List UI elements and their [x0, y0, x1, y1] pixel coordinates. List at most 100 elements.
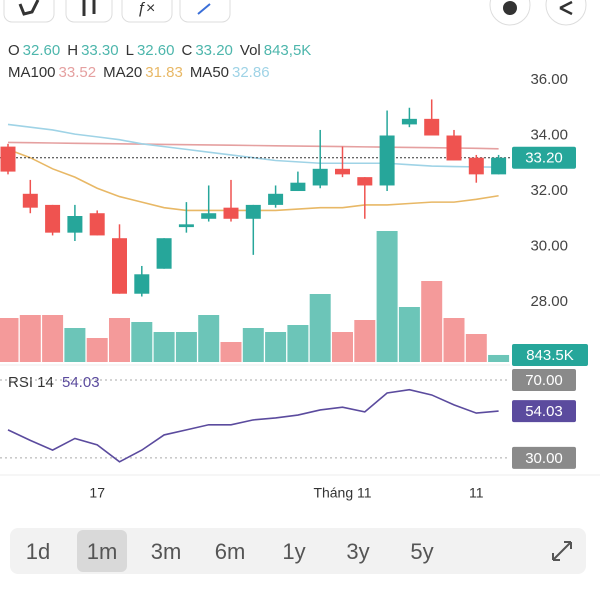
- volume-bar: [421, 281, 443, 362]
- ma-legend-name: MA50: [190, 64, 229, 81]
- candle-body: [67, 216, 83, 233]
- candle-body: [401, 118, 417, 125]
- rsi-tick-label-box: [512, 446, 576, 469]
- timeframe-bar: [10, 528, 586, 574]
- ma-legend-name: MA20: [103, 64, 142, 81]
- volume-bar: [309, 294, 331, 362]
- volume-bar: [86, 338, 108, 362]
- timeframe-selected: [77, 530, 127, 572]
- y-tick-label: 28.00: [530, 293, 568, 310]
- candle-body: [223, 207, 239, 219]
- volume-bar: [287, 325, 309, 362]
- ohlc-text: L: [126, 42, 134, 59]
- volume-bar: [153, 332, 175, 362]
- ohlc-text: 33.20: [195, 42, 233, 59]
- candle-body: [424, 118, 440, 136]
- candle-body: [112, 238, 127, 294]
- expand-icon[interactable]: [552, 541, 572, 561]
- ohlc-text: O: [8, 42, 20, 59]
- y-tick-label: 30.00: [530, 238, 568, 255]
- x-tick-label: 11: [469, 485, 484, 501]
- share-button[interactable]: [545, 0, 587, 26]
- ohlc-text: 843,5K: [264, 42, 312, 59]
- volume-bar: [332, 332, 353, 362]
- tool-indicator[interactable]: [121, 0, 173, 23]
- hand-icon: [18, 0, 40, 16]
- ma-legend-name: MA100: [8, 64, 56, 81]
- rsi-last-label: 54.03: [525, 403, 563, 420]
- volume-bar: [109, 318, 130, 362]
- candle-body: [0, 146, 16, 172]
- rsi-last-label-box: [512, 400, 576, 423]
- timeframe-button[interactable]: 6m: [215, 539, 246, 564]
- ma-legend-value: 33.52: [59, 64, 97, 81]
- volume-bar: [0, 318, 19, 362]
- volume-label: 843.5K: [526, 347, 574, 364]
- candle-body: [22, 193, 38, 208]
- volume-bar: [19, 315, 41, 362]
- draw-icon: [197, 3, 211, 15]
- share-icon: [559, 0, 573, 16]
- timeframe-button[interactable]: 1d: [26, 539, 50, 564]
- volume-bar: [175, 332, 197, 362]
- last-price-label-box: [512, 146, 576, 169]
- ohlc-text: H: [67, 42, 78, 59]
- volume-bar: [443, 318, 465, 362]
- volume-bar: [398, 307, 420, 362]
- tool-draw[interactable]: [179, 0, 231, 23]
- volume-bar: [265, 332, 287, 362]
- volume-bar: [354, 320, 376, 362]
- settings-button[interactable]: [489, 0, 531, 26]
- rsi-line: [7, 388, 499, 463]
- toolbar: ƒ×: [3, 0, 587, 26]
- ohlc-text: C: [182, 42, 193, 59]
- x-tick-label: 17: [89, 485, 105, 501]
- volume-bar: [64, 328, 86, 362]
- candle-body: [201, 213, 217, 219]
- candle-body: [491, 157, 507, 175]
- ma-legend-value: 31.83: [145, 64, 183, 81]
- timeframe-button[interactable]: 5y: [410, 539, 433, 564]
- candle-body: [45, 204, 61, 233]
- volume-bar: [488, 354, 510, 362]
- tool-hand[interactable]: [3, 0, 55, 23]
- candle-icon: [82, 0, 96, 16]
- volume-label-box: [512, 343, 588, 366]
- y-tick-label: 32.00: [530, 182, 568, 199]
- ma-line: [7, 141, 499, 150]
- volume-bar: [220, 342, 242, 362]
- volume-bar: [198, 315, 220, 362]
- y-tick-label: 36.00: [530, 71, 568, 88]
- rsi-tick-label: 30.00: [525, 450, 563, 467]
- candle-body: [379, 135, 395, 186]
- x-tick-label: Tháng 11: [313, 485, 371, 501]
- y-tick-label: 34.00: [530, 126, 568, 143]
- timeframe-button[interactable]: 1m: [87, 539, 118, 564]
- tool-candle[interactable]: [65, 0, 113, 23]
- candle-body: [178, 224, 194, 228]
- timeframe-button[interactable]: 3m: [151, 539, 182, 564]
- rsi-value: 54.03: [62, 374, 100, 391]
- timeframe-button[interactable]: 3y: [346, 539, 369, 564]
- ohlc-text: Vol: [240, 42, 261, 59]
- timeframe-button[interactable]: 1y: [282, 539, 305, 564]
- ma-legend-value: 32.86: [232, 64, 270, 81]
- volume-bar: [131, 322, 153, 362]
- candle-body: [335, 168, 350, 175]
- candle-body: [446, 135, 462, 161]
- candle-body: [357, 177, 373, 186]
- candle-body: [134, 274, 150, 294]
- candle-body: [290, 182, 306, 192]
- candle-body: [468, 157, 484, 175]
- candle-body: [156, 238, 172, 269]
- fx-icon: ƒ×: [137, 0, 155, 17]
- last-price-label: 33.20: [525, 150, 563, 167]
- settings-icon: [503, 1, 517, 15]
- candle-body: [89, 213, 105, 236]
- rsi-tick-label: 70.00: [525, 372, 563, 389]
- candle-body: [312, 168, 328, 186]
- volume-bar: [42, 315, 64, 362]
- rsi-tick-label-box: [512, 368, 576, 391]
